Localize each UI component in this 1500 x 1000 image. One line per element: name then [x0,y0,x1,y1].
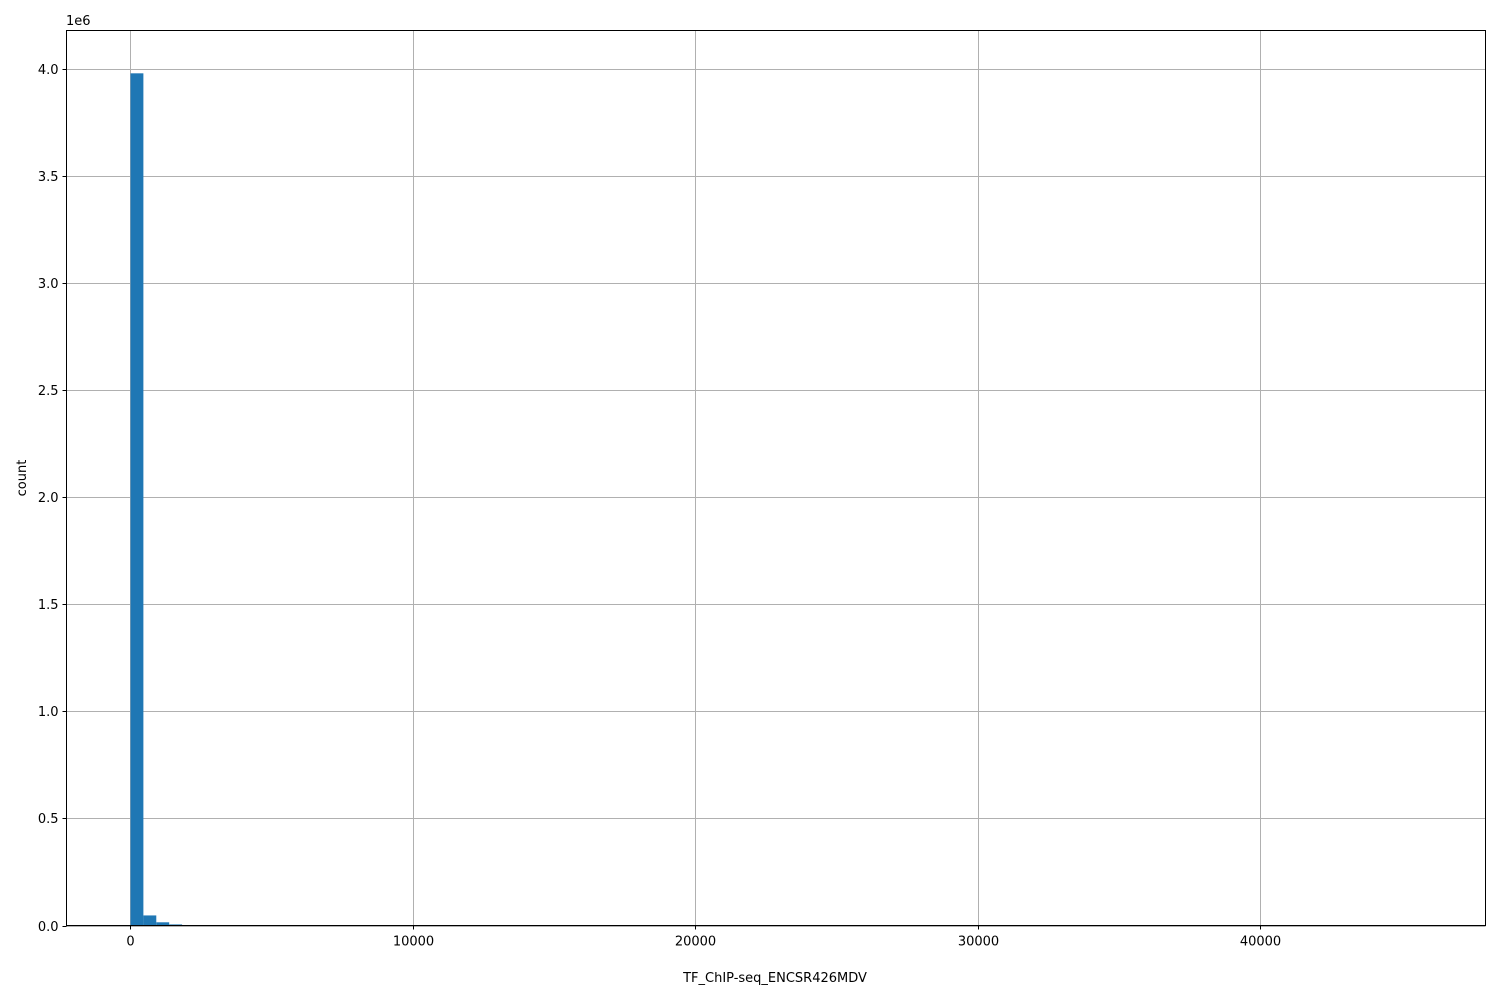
x-axis-label: TF_ChIP-seq_ENCSR426MDV [682,971,867,986]
y-axis: 0.0 0.5 1.0 1.5 2.0 2.5 3.0 3.5 4.0 [38,63,67,935]
x-axis: 0 10000 20000 30000 40000 [126,925,1281,950]
y-tick-label: 4.0 [38,63,59,78]
x-tick-label: 0 [126,935,134,950]
x-tick-label: 20000 [675,935,716,950]
y-offset-label: 1e6 [66,14,91,29]
histogram-bar [130,73,144,926]
y-tick-label: 1.5 [38,598,59,613]
grid [66,30,1486,927]
bars [130,73,208,926]
y-tick-label: 3.0 [38,277,59,292]
x-tick-label: 10000 [393,935,434,950]
plot-frame [66,30,1486,926]
y-tick-label: 1.0 [38,705,59,720]
y-tick-label: 0.0 [38,920,59,935]
y-tick-label: 2.0 [38,491,59,506]
x-tick-label: 40000 [1240,935,1281,950]
y-tick-label: 3.5 [38,170,59,185]
histogram-bar [143,915,157,926]
histogram-bar [156,922,170,926]
x-tick-label: 30000 [958,935,999,950]
y-tick-label: 2.5 [38,384,59,399]
histogram-bar [169,924,183,926]
y-tick-label: 0.5 [38,812,59,827]
y-axis-label: count [15,460,30,497]
